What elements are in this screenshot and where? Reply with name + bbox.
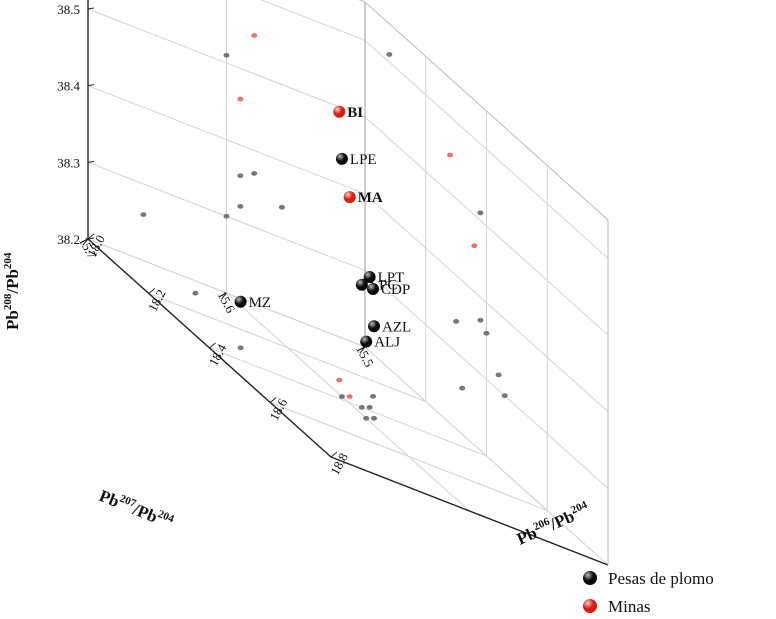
x-tick-label: 18.8: [327, 450, 351, 477]
point-label-alj: ALJ: [374, 335, 400, 351]
x-tick-label: 18.2: [145, 287, 169, 314]
y-tick: [82, 238, 89, 246]
grid: [87, 0, 609, 566]
gridline: [226, 292, 470, 512]
z-tick-label: 38.3: [57, 155, 80, 170]
x-tick: [330, 451, 338, 458]
projection-point: [471, 243, 478, 249]
projection-point: [386, 52, 393, 57]
projection-point: [140, 212, 147, 218]
projection-point: [495, 372, 502, 378]
gridline: [364, 269, 609, 489]
z-tick: [87, 84, 95, 87]
projection-point: [358, 405, 365, 410]
data-point-mz: [234, 295, 247, 308]
projection-point: [371, 415, 377, 421]
z-tick-label: 38.2: [57, 232, 80, 247]
gridline: [260, 0, 366, 41]
point-label-cdp: CDP: [381, 282, 410, 298]
legend-marker-1: [583, 571, 597, 585]
projection-point: [237, 173, 244, 179]
data-point-cdp: [367, 283, 380, 296]
data-points: AZPLPELPTLPCCDPAZLALJMZBIMA: [234, 105, 411, 351]
projection-points: [140, 33, 508, 421]
point-label-bi: BI: [347, 105, 363, 121]
gridline: [364, 346, 609, 566]
gridline: [364, 39, 609, 259]
projection-point: [453, 319, 460, 324]
point-label-azl: AZL: [382, 319, 411, 335]
z-tick-label: 38.5: [57, 2, 80, 17]
legend-label-2: Minas: [608, 597, 651, 616]
legend-label-1: Pesas de plomo: [608, 569, 714, 588]
data-point-lpc: [355, 278, 368, 291]
tick-labels: 38.238.338.438.538.615.515.615.718.018.2…: [57, 2, 377, 477]
legend: Pesas de plomo Minas: [583, 569, 714, 616]
data-point-lpe: [335, 152, 348, 165]
data-point-bi: [333, 105, 346, 118]
projection-point: [237, 96, 244, 102]
data-point-azl: [368, 320, 380, 333]
projection-point: [237, 204, 244, 209]
x-tick: [209, 342, 216, 349]
x-tick: [87, 233, 95, 240]
x-axis-front-edge: [330, 456, 609, 566]
projection-point: [459, 385, 466, 391]
back-top-edge: [364, 1, 609, 221]
gridline: [364, 116, 609, 336]
projection-point: [336, 377, 343, 383]
z-tick: [87, 7, 95, 10]
projection-point: [501, 393, 508, 399]
projection-point: [477, 210, 484, 216]
projection-point: [237, 345, 244, 351]
x-tick-label: 18.6: [266, 395, 290, 423]
gridline: [87, 85, 366, 195]
y-tick: [359, 346, 366, 354]
projection-point: [338, 394, 345, 399]
legend-marker-2: [583, 599, 597, 613]
projection-point: [251, 33, 258, 38]
gridline: [87, 8, 366, 118]
z-tick-label: 38.4: [57, 79, 80, 94]
data-point-lpt: [363, 271, 376, 284]
projection-point: [370, 393, 377, 399]
z-tick: [87, 237, 95, 240]
gridline: [364, 193, 609, 413]
y-tick: [221, 292, 227, 300]
projection-point: [483, 330, 490, 336]
point-label-lpt: LPT: [378, 270, 405, 286]
point-label-ma: MA: [358, 190, 383, 206]
z-tick: [87, 160, 95, 163]
projection-point: [223, 52, 230, 58]
projection-point: [366, 404, 373, 410]
projection-point: [447, 152, 454, 158]
x-tick-label: 18.4: [206, 341, 230, 369]
projection-point: [251, 171, 258, 176]
axes-frame: [87, 0, 609, 566]
projection-point: [278, 204, 285, 210]
projection-point: [363, 415, 370, 421]
data-point-alj: [360, 335, 373, 348]
x-tick: [269, 397, 277, 403]
point-label-lpe: LPE: [350, 152, 377, 168]
z-axis-title: Pb208/Pb204: [2, 252, 22, 330]
y-axis-title: Pb207/Pb204: [97, 485, 177, 533]
projection-point: [346, 394, 353, 399]
projection-point: [192, 290, 199, 296]
x-tick: [148, 288, 156, 294]
projection-point: [477, 317, 484, 323]
projection-point: [223, 213, 230, 219]
data-point-ma: [343, 191, 356, 204]
point-label-mz: MZ: [249, 295, 272, 311]
